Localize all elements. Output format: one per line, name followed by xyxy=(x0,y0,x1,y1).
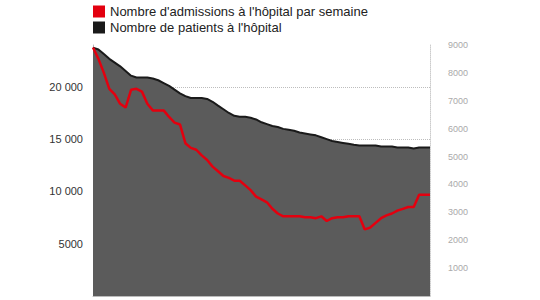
svg-text:5000: 5000 xyxy=(59,238,83,250)
svg-text:8000: 8000 xyxy=(448,68,468,78)
svg-text:2000: 2000 xyxy=(448,235,468,245)
svg-text:Nombre de patients à l'hôpital: Nombre de patients à l'hôpital xyxy=(110,20,282,35)
svg-text:9000: 9000 xyxy=(448,40,468,50)
svg-text:1000: 1000 xyxy=(448,263,468,273)
svg-text:5000: 5000 xyxy=(448,152,468,162)
svg-text:Nombre d'admissions à l'hôpita: Nombre d'admissions à l'hôpital par sema… xyxy=(110,4,368,19)
svg-text:4000: 4000 xyxy=(448,179,468,189)
svg-text:3000: 3000 xyxy=(448,207,468,217)
svg-text:15 000: 15 000 xyxy=(49,133,83,145)
svg-text:10 000: 10 000 xyxy=(49,185,83,197)
svg-text:6000: 6000 xyxy=(448,124,468,134)
svg-text:20 000: 20 000 xyxy=(49,81,83,93)
svg-text:7000: 7000 xyxy=(448,96,468,106)
